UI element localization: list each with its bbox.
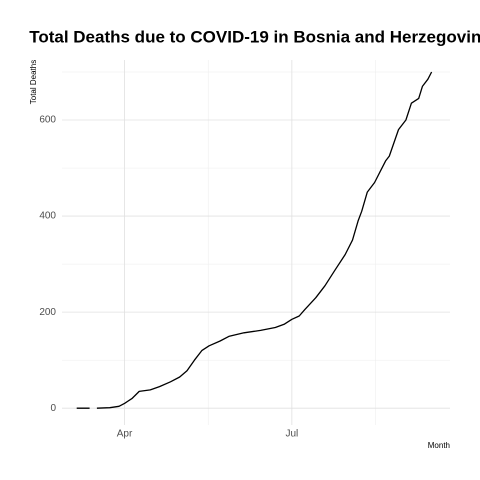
- y-tick-label: 0: [50, 403, 56, 414]
- chart-title: Total Deaths due to COVID-19 in Bosnia a…: [29, 27, 480, 46]
- x-axis-label: Month: [428, 441, 450, 450]
- y-tick-label: 600: [39, 115, 56, 126]
- x-tick-label: Jul: [285, 429, 298, 440]
- line: [76, 71, 433, 409]
- y-tick-label: 400: [39, 211, 56, 222]
- x-tick-label: Apr: [117, 429, 133, 440]
- y-axis-label: Total Deaths: [29, 60, 38, 104]
- y-tick-label: 200: [39, 307, 56, 318]
